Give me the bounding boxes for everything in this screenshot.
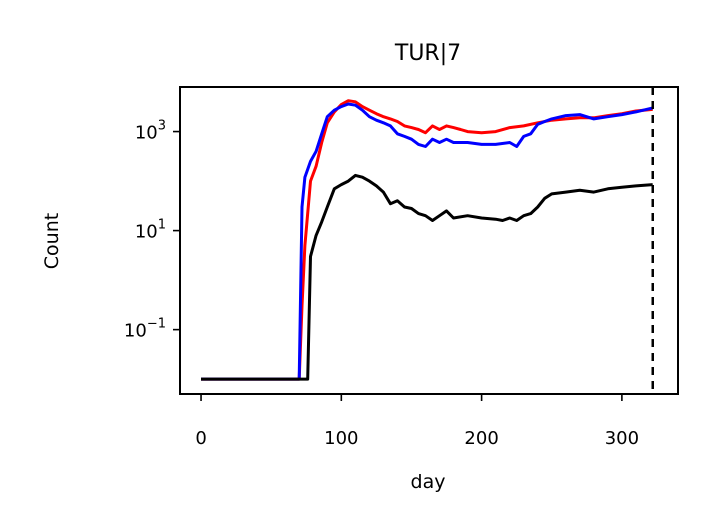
series-line-1 [201, 102, 654, 381]
plot-frame [179, 86, 679, 395]
plot-lines [201, 87, 654, 394]
x-axis-ticks: 0 100 200 300 [195, 394, 639, 449]
y-tick-label-1: 101 [135, 218, 166, 243]
y-axis-ticks: 10−1 101 103 [124, 119, 180, 342]
x-axis-label: day [411, 471, 446, 493]
x-tick-label-3: 300 [605, 428, 639, 449]
series-line-0 [201, 99, 653, 381]
x-tick-label-0: 0 [195, 428, 206, 449]
y-axis-label: Count [41, 213, 63, 269]
x-tick-label-1: 100 [324, 428, 358, 449]
y-tick-label-2: 103 [135, 119, 166, 144]
y-tick-label-0: 10−1 [124, 317, 166, 342]
series-line-2 [201, 173, 653, 381]
x-tick-label-2: 200 [464, 428, 498, 449]
chart-title: TUR|7 [394, 41, 461, 66]
